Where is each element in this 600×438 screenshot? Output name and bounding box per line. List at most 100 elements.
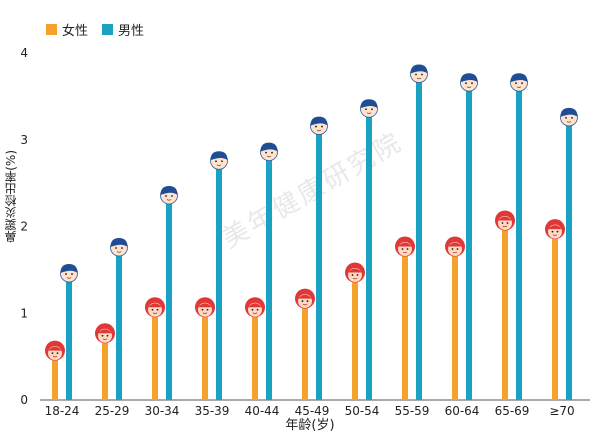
female-bangs <box>398 242 412 247</box>
female-mouth <box>302 303 308 306</box>
female-eye-right <box>406 248 409 250</box>
face-female-1 <box>95 323 115 344</box>
male-mouth <box>66 277 72 279</box>
female-eye-left <box>201 308 204 311</box>
female-eye-right <box>456 248 459 250</box>
bar-male-3 <box>216 165 222 400</box>
x-tick-label-8: 60-64 <box>445 404 480 418</box>
face-male-9 <box>510 73 528 92</box>
bar-female-1 <box>102 339 108 400</box>
bar-male-4 <box>266 157 272 400</box>
male-hair <box>110 238 128 248</box>
bar-female-2 <box>152 313 158 400</box>
face-male-1 <box>110 238 128 257</box>
female-mouth <box>252 312 258 314</box>
face-female-6 <box>345 262 365 283</box>
female-eye-right <box>306 300 309 302</box>
x-tick-label-5: 45-49 <box>295 404 330 418</box>
female-bangs <box>448 242 462 247</box>
male-hair <box>510 73 528 83</box>
face-male-8 <box>460 73 478 92</box>
female-eye-left <box>351 274 354 276</box>
male-eye-right <box>171 195 173 197</box>
y-tick-label-0: 0 <box>20 393 28 407</box>
bar-male-0 <box>66 278 72 400</box>
face-female-4 <box>245 297 265 318</box>
male-mouth <box>316 129 322 132</box>
female-bangs <box>48 346 62 351</box>
male-hair <box>260 142 278 152</box>
female-eye-left <box>301 300 304 302</box>
y-tick-label-4: 4 <box>20 46 28 60</box>
legend-swatch-female <box>46 24 57 35</box>
female-eye-right <box>356 274 359 276</box>
face-female-10 <box>545 219 565 240</box>
legend-item-female: 女性 <box>46 20 88 39</box>
male-eye-right <box>371 108 373 111</box>
female-mouth <box>452 251 458 254</box>
male-hair <box>60 264 78 274</box>
female-eye-right <box>156 308 159 311</box>
male-eye-right <box>521 82 523 85</box>
male-eye-left <box>565 117 567 119</box>
x-tick-label-10: ≥70 <box>549 404 574 418</box>
female-eye-left <box>151 308 154 311</box>
female-eye-right <box>106 334 109 337</box>
female-eye-left <box>551 230 554 233</box>
bar-female-5 <box>302 304 308 400</box>
female-mouth <box>152 312 158 314</box>
bar-female-0 <box>52 356 58 400</box>
male-eye-right <box>121 247 123 249</box>
bar-male-7 <box>416 79 422 401</box>
male-hair <box>560 107 578 117</box>
female-eye-left <box>501 222 504 224</box>
female-eye-right <box>556 230 559 233</box>
x-tick-label-3: 35-39 <box>195 404 230 418</box>
male-eye-right <box>271 151 273 154</box>
x-tick-label-9: 65-69 <box>495 404 530 418</box>
bar-female-6 <box>352 278 358 400</box>
female-mouth <box>202 312 208 314</box>
face-male-10 <box>560 107 578 127</box>
male-mouth <box>516 86 522 88</box>
face-male-5 <box>310 116 328 135</box>
male-eye-left <box>165 195 167 197</box>
male-mouth <box>166 199 172 201</box>
male-eye-left <box>315 125 317 128</box>
legend-swatch-male <box>102 24 114 35</box>
male-mouth <box>266 155 272 158</box>
bar-female-9 <box>502 226 508 400</box>
male-eye-left <box>115 247 117 249</box>
female-mouth <box>502 225 508 228</box>
male-hair <box>160 185 178 195</box>
bar-female-10 <box>552 235 558 400</box>
x-tick-label-0: 18-24 <box>45 404 80 418</box>
face-female-2 <box>145 297 165 318</box>
face-male-3 <box>210 151 228 170</box>
male-eye-right <box>471 82 473 85</box>
x-tick-label-2: 30-34 <box>145 404 180 418</box>
male-mouth <box>416 77 422 80</box>
female-mouth <box>352 277 358 280</box>
male-hair <box>360 99 378 109</box>
female-bangs <box>498 216 512 221</box>
female-mouth <box>552 234 558 236</box>
x-axis-label: 年龄(岁) <box>285 418 335 433</box>
female-eye-right <box>256 308 259 311</box>
male-mouth <box>466 86 472 88</box>
face-female-9 <box>495 210 515 231</box>
face-male-4 <box>260 142 278 162</box>
male-eye-left <box>215 160 217 163</box>
y-tick-label-1: 1 <box>20 306 28 320</box>
female-eye-right <box>206 308 209 311</box>
male-hair <box>460 73 478 83</box>
bar-male-6 <box>366 113 372 400</box>
male-eye-right <box>221 160 223 163</box>
face-male-2 <box>160 185 178 205</box>
bar-male-2 <box>166 200 172 400</box>
bar-female-3 <box>202 313 208 400</box>
bar-male-8 <box>466 87 472 400</box>
legend-label-female: 女性 <box>62 24 89 39</box>
face-male-6 <box>360 99 378 118</box>
